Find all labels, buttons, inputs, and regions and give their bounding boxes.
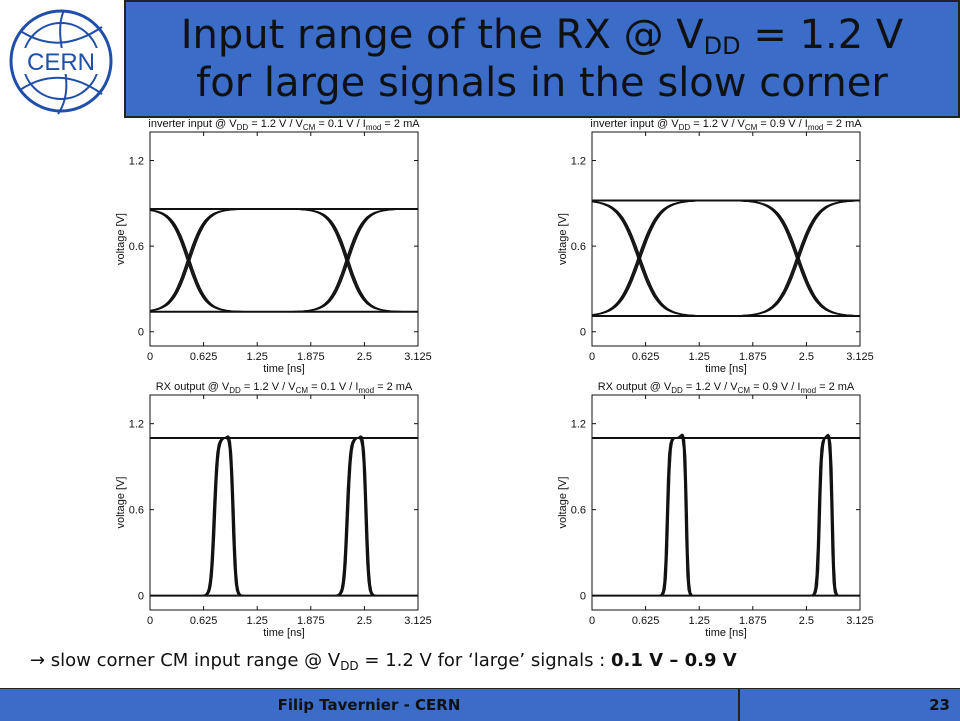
charts-area: inverter input @ VDD = 1.2 V / VCM = 0.1… [115, 118, 874, 639]
eye-transition-trace [592, 200, 860, 317]
output-pulse-trace [150, 437, 418, 597]
y-tick-label: 0.6 [571, 241, 586, 253]
x-tick-label: 1.25 [688, 351, 709, 363]
chart-3: RX output @ VDD = 1.2 V / VCM = 0.1 V / … [115, 381, 432, 639]
footer-author: Filip Tavernier - CERN [277, 696, 461, 714]
eye-transition-trace [592, 199, 860, 316]
eye-transition-trace [150, 208, 418, 312]
slide-title: Input range of the RX @ VDD = 1.2 V for … [180, 12, 904, 106]
plot-frame [591, 394, 861, 611]
x-tick-label: 2.5 [799, 351, 814, 363]
y-tick-label: 0.6 [129, 241, 144, 253]
x-tick-label: 1.875 [739, 351, 767, 363]
x-tick-label: 0.625 [632, 351, 660, 363]
x-tick-label: 2.5 [799, 615, 814, 627]
chart-2: inverter input @ VDD = 1.2 V / VCM = 0.9… [557, 118, 874, 375]
plot-frame [591, 131, 861, 347]
eye-transition-trace [592, 199, 860, 316]
chart-title: RX output @ VDD = 1.2 V / VCM = 0.9 V / … [598, 381, 855, 395]
eye-transition-trace [592, 201, 860, 317]
y-axis-label: voltage [V] [557, 477, 569, 529]
conclusion-range: 0.1 V – 0.9 V [610, 650, 737, 671]
y-axis-label: voltage [V] [115, 213, 127, 265]
output-pulse-trace [150, 435, 418, 597]
x-tick-label: 1.25 [688, 615, 709, 627]
chart-1: inverter input @ VDD = 1.2 V / VCM = 0.1… [115, 118, 432, 375]
y-tick-label: 0 [138, 591, 144, 603]
eye-transition-trace [150, 208, 418, 313]
x-axis-label: time [ns] [705, 627, 747, 639]
eye-transition-trace [592, 200, 860, 317]
eye-transition-trace [592, 200, 860, 317]
y-tick-label: 0.6 [129, 505, 144, 517]
x-axis-label: time [ns] [705, 363, 747, 375]
eye-transition-trace [592, 199, 860, 317]
eye-transition-trace [592, 200, 860, 317]
output-pulse-trace [150, 435, 418, 597]
y-tick-label: 1.2 [129, 419, 144, 431]
output-pulse-trace [592, 435, 860, 597]
x-tick-label: 3.125 [846, 615, 874, 627]
x-tick-label: 0.625 [632, 615, 660, 627]
y-axis-label: voltage [V] [115, 477, 127, 529]
eye-transition-trace [592, 200, 860, 317]
x-tick-label: 1.875 [297, 351, 325, 363]
plot-frame [149, 131, 419, 347]
output-pulse-trace [150, 437, 418, 597]
eye-transition-trace [150, 208, 418, 313]
eye-transition-trace [592, 199, 860, 317]
conclusion-text: → slow corner CM input range @ VDD = 1.2… [30, 650, 737, 673]
chart-title: inverter input @ VDD = 1.2 V / VCM = 0.9… [590, 118, 862, 132]
chart-4: RX output @ VDD = 1.2 V / VCM = 0.9 V / … [557, 381, 874, 639]
x-tick-label: 1.875 [739, 615, 767, 627]
x-tick-label: 0.625 [190, 351, 218, 363]
x-tick-label: 1.25 [246, 615, 267, 627]
y-tick-label: 1.2 [571, 156, 586, 168]
y-tick-label: 0.6 [571, 505, 586, 517]
x-axis-label: time [ns] [263, 627, 305, 639]
output-pulse-trace [150, 436, 418, 597]
x-tick-label: 3.125 [404, 351, 432, 363]
x-tick-label: 3.125 [404, 615, 432, 627]
cern-logo: CERN [9, 9, 113, 115]
page-number: 23 [929, 696, 950, 714]
plot-frame [149, 394, 419, 611]
y-tick-label: 0 [580, 327, 586, 339]
x-tick-label: 0 [147, 615, 153, 627]
x-tick-label: 0.625 [190, 615, 218, 627]
x-tick-label: 3.125 [846, 351, 874, 363]
cern-logo-text: CERN [27, 49, 95, 76]
chart-title: inverter input @ VDD = 1.2 V / VCM = 0.1… [148, 118, 420, 132]
slide-title-box: Input range of the RX @ VDD = 1.2 V for … [124, 0, 960, 118]
chart-title: RX output @ VDD = 1.2 V / VCM = 0.1 V / … [156, 381, 413, 395]
x-tick-label: 1.25 [246, 351, 267, 363]
x-tick-label: 2.5 [357, 615, 372, 627]
x-axis-label: time [ns] [263, 363, 305, 375]
y-tick-label: 1.2 [571, 419, 586, 431]
x-tick-label: 2.5 [357, 351, 372, 363]
output-pulse-trace [150, 436, 418, 597]
eye-transition-trace [592, 199, 860, 317]
y-tick-label: 0 [138, 327, 144, 339]
y-tick-label: 1.2 [129, 156, 144, 168]
x-tick-label: 0 [589, 615, 595, 627]
x-tick-label: 1.875 [297, 615, 325, 627]
eye-transition-trace [592, 199, 860, 316]
y-axis-label: voltage [V] [557, 213, 569, 265]
y-tick-label: 0 [580, 591, 586, 603]
footer-bar: Filip Tavernier - CERN 23 [0, 688, 960, 721]
footer-divider [738, 689, 740, 721]
x-tick-label: 0 [589, 351, 595, 363]
x-tick-label: 0 [147, 351, 153, 363]
